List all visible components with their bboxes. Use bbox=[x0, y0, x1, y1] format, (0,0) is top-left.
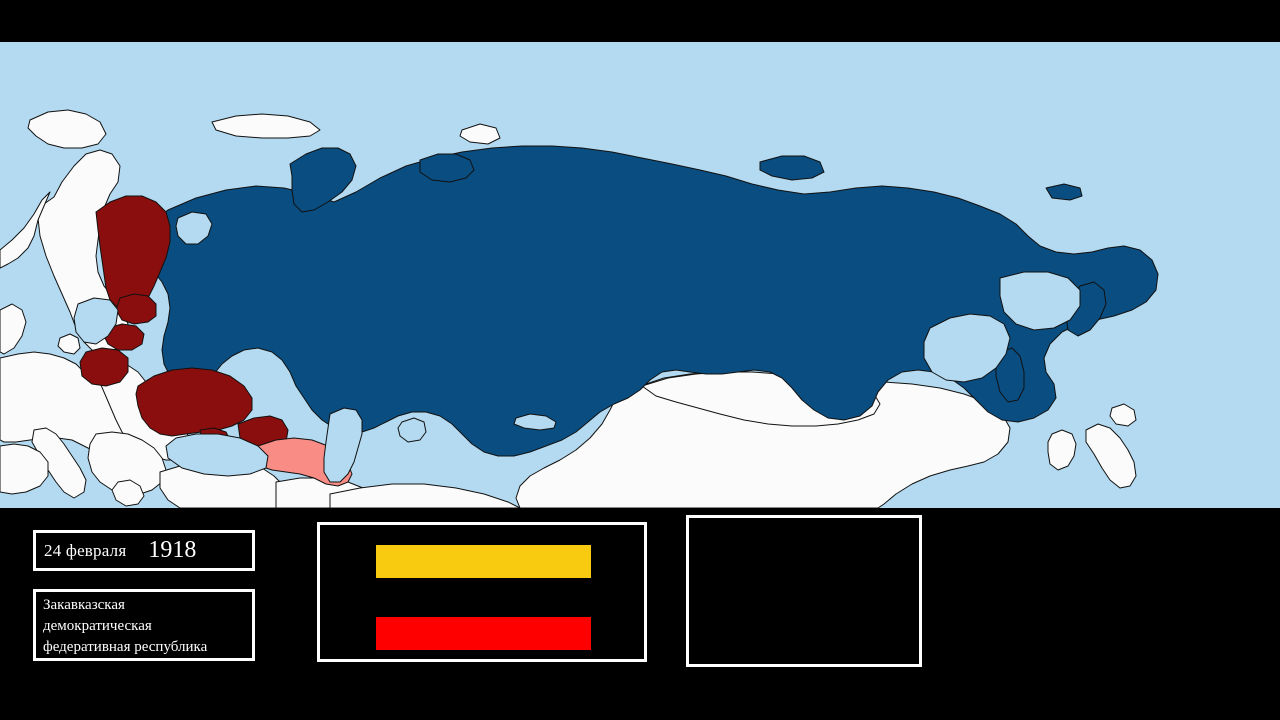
world-map-svg bbox=[0, 42, 1280, 508]
water-bering-sea bbox=[999, 271, 1081, 331]
water-baltic-sea bbox=[73, 297, 119, 345]
region-novaya-zemlya-north bbox=[459, 123, 501, 145]
region-balkans bbox=[87, 431, 167, 495]
region-norway-coast bbox=[0, 191, 51, 269]
region-japan bbox=[1085, 423, 1137, 489]
region-central-asia-south bbox=[329, 483, 521, 508]
map-canvas[interactable] bbox=[0, 42, 1280, 508]
region-greece bbox=[111, 479, 145, 507]
island-sakhalin bbox=[995, 347, 1025, 403]
island-new-siberian bbox=[759, 155, 825, 181]
island-severnaya-zemlya bbox=[419, 153, 475, 183]
region-estonia bbox=[115, 293, 157, 325]
entity-name-box: Закавказская демократическая федеративна… bbox=[33, 589, 255, 661]
flag-red-stripe bbox=[376, 617, 591, 650]
region-franz-josef-land bbox=[211, 113, 321, 139]
date-display-box: 24 февраля 1918 bbox=[33, 530, 255, 571]
emblem-display-box bbox=[686, 515, 922, 667]
water-caspian-sea bbox=[323, 407, 363, 483]
info-panel: 24 февраля 1918 Закавказская демократиче… bbox=[0, 508, 1280, 720]
water-sea-of-okhotsk bbox=[923, 313, 1011, 383]
region-svalbard bbox=[27, 109, 107, 149]
flag-display-box bbox=[317, 522, 647, 662]
water-lake-baikal bbox=[513, 413, 557, 431]
island-wrangel bbox=[1045, 183, 1083, 201]
date-year: 1918 bbox=[148, 537, 197, 563]
island-novaya-zemlya bbox=[289, 147, 357, 213]
flag-yellow-stripe bbox=[376, 545, 591, 578]
region-korea bbox=[1047, 429, 1077, 471]
region-denmark bbox=[57, 333, 81, 355]
region-iberia-france bbox=[0, 443, 49, 495]
region-lithuania bbox=[79, 347, 129, 387]
region-britain bbox=[0, 303, 27, 355]
region-japan-hokkaido bbox=[1109, 403, 1137, 427]
water-white-sea bbox=[175, 211, 213, 245]
region-soviet-russia bbox=[141, 145, 1159, 457]
entity-name-label: Закавказская демократическая федеративна… bbox=[43, 597, 208, 655]
water-aral-sea bbox=[397, 417, 427, 443]
flag-swatch bbox=[320, 525, 644, 659]
region-finland bbox=[95, 195, 171, 311]
water-black-sea bbox=[165, 433, 269, 477]
date-day-month: 24 февраля bbox=[44, 540, 127, 560]
region-latvia bbox=[103, 323, 145, 351]
region-ukraine bbox=[135, 367, 253, 437]
